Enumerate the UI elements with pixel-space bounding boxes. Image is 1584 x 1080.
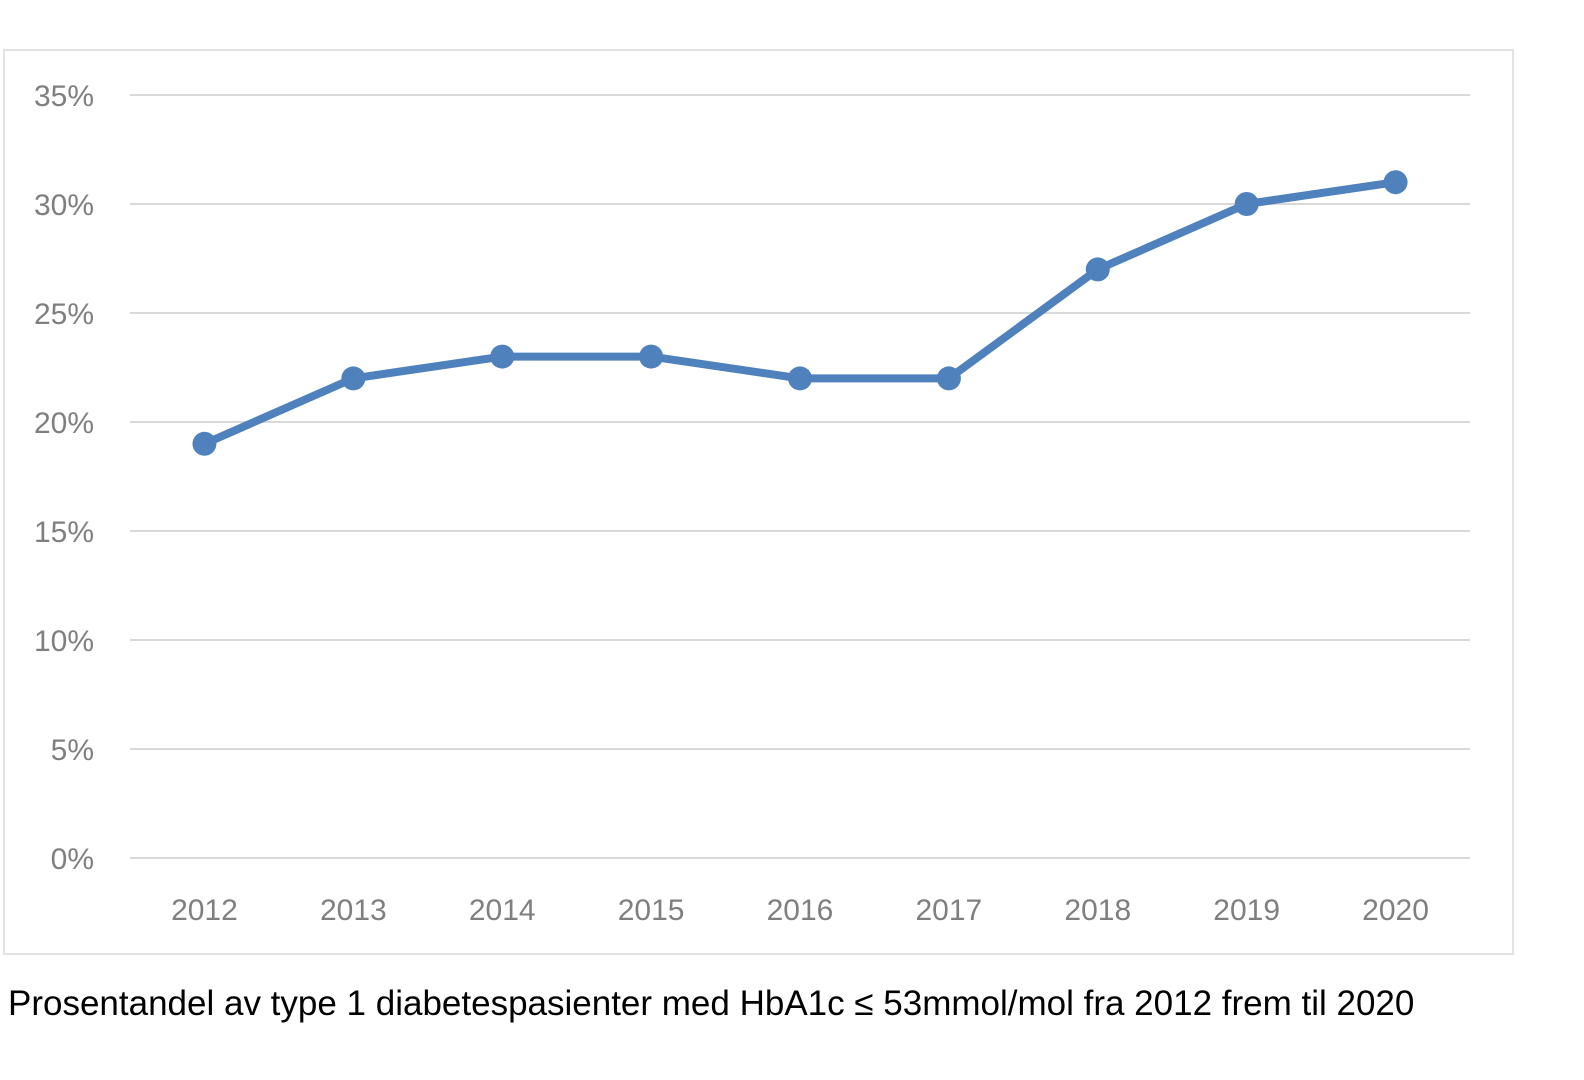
- figure-caption: Prosentandel av type 1 diabetespasienter…: [8, 984, 1415, 1023]
- x-tick-label: 2014: [469, 894, 536, 927]
- data-point-2014: [490, 344, 515, 369]
- data-point-2017: [936, 366, 961, 391]
- y-tick-label: 35%: [34, 80, 94, 113]
- data-point-2016: [788, 366, 812, 391]
- x-tick-label: 2017: [916, 894, 983, 927]
- y-tick-label: 25%: [34, 298, 94, 331]
- data-point-2013: [341, 366, 366, 391]
- x-tick-label: 2015: [618, 894, 685, 927]
- y-tick-label: 15%: [34, 516, 94, 549]
- y-tick-label: 20%: [34, 407, 94, 440]
- y-tick-label: 30%: [34, 189, 94, 222]
- x-tick-label: 2012: [171, 894, 238, 927]
- x-tick-label: 2018: [1064, 894, 1131, 927]
- data-point-2018: [1085, 257, 1110, 282]
- x-tick-label: 2016: [767, 894, 834, 927]
- x-axis-ticks: 2012 2013 2014 2015 2016 2017 2018 2019 2020: [171, 894, 1429, 927]
- y-tick-label: 0%: [51, 843, 94, 876]
- data-point-2020: [1383, 170, 1408, 195]
- data-point-2012: [192, 431, 217, 456]
- y-tick-label: 5%: [51, 734, 94, 767]
- x-tick-label: 2013: [320, 894, 387, 927]
- y-tick-label: 10%: [34, 625, 94, 658]
- data-point-2019: [1234, 192, 1259, 216]
- y-axis-ticks: 0% 5% 10% 15% 20% 25% 30% 35%: [34, 80, 94, 876]
- x-tick-label: 2020: [1362, 894, 1429, 927]
- grid-lines: [130, 94, 1470, 859]
- x-tick-label: 2019: [1213, 894, 1280, 927]
- series-group: [192, 170, 1408, 456]
- data-point-2015: [639, 344, 664, 369]
